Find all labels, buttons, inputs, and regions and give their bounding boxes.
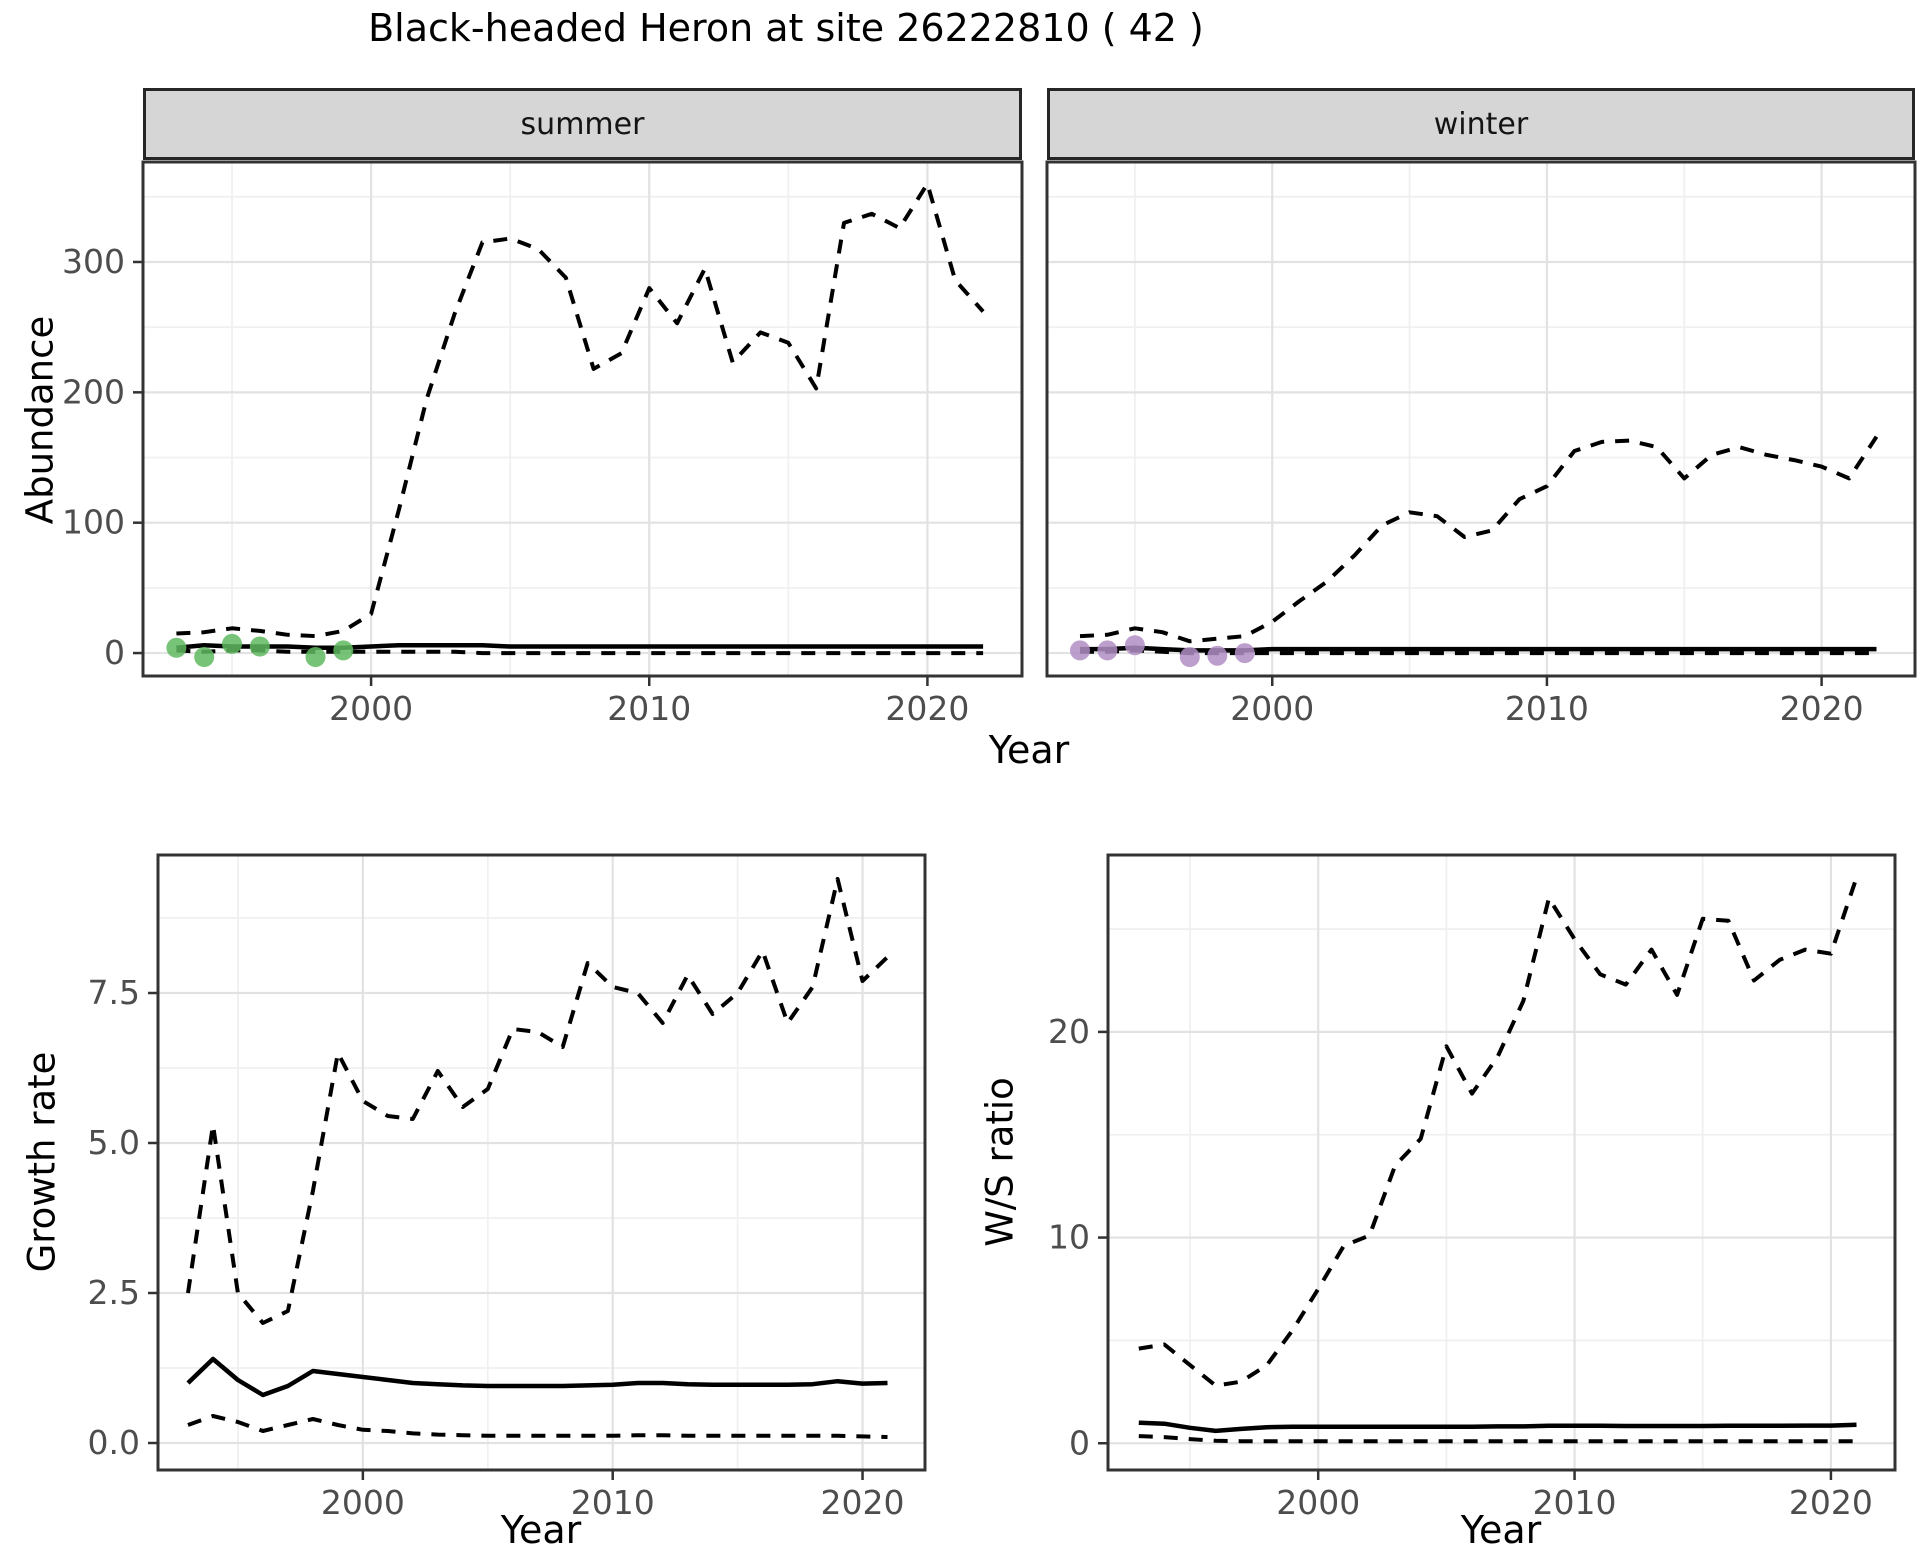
panel-border bbox=[1106, 853, 1897, 1472]
y-tick-label: 300 bbox=[62, 242, 125, 281]
x-tick-label: 2010 bbox=[1505, 689, 1589, 728]
panel-growth: 2000 2010 2020 0.0 2.5 5.0 7.5 bbox=[88, 853, 927, 1522]
x-tick-label: 2000 bbox=[1230, 689, 1314, 728]
y-tick-label: 0 bbox=[104, 633, 125, 672]
y-axis-title-growth-rate: Growth rate bbox=[20, 1051, 64, 1273]
x-tick-label: 2000 bbox=[1276, 1483, 1360, 1522]
series-upper-ci bbox=[186, 877, 889, 1325]
observed-point bbox=[333, 640, 354, 661]
observed-point bbox=[194, 647, 215, 667]
observed-point bbox=[305, 647, 326, 667]
series-upper-ci bbox=[1138, 876, 1859, 1388]
series-median bbox=[1080, 645, 1877, 653]
panel-bg bbox=[1108, 855, 1895, 1470]
y-tick-label: 20 bbox=[1048, 1012, 1090, 1051]
panel-bg bbox=[143, 162, 1022, 676]
y-axis-title-abundance: Abundance bbox=[18, 315, 62, 525]
y-tick-label: 7.5 bbox=[88, 973, 140, 1012]
y-tick-label: 2.5 bbox=[88, 1273, 140, 1312]
panel-border bbox=[1045, 160, 1917, 678]
observed-point bbox=[222, 633, 242, 654]
observed-point bbox=[1070, 640, 1090, 661]
x-axis-title-year-top: Year bbox=[988, 728, 1070, 772]
x-tick-label: 2000 bbox=[321, 1483, 405, 1522]
facet-strip-winter: winter bbox=[1047, 88, 1915, 160]
panel-summer: 2000 2010 2020 0 100 200 300 bbox=[62, 160, 1024, 728]
series-group bbox=[1070, 435, 1879, 667]
x-tick-label: 2020 bbox=[885, 689, 969, 728]
observed-point bbox=[1179, 647, 1200, 667]
facet-strip-summer-label: summer bbox=[520, 106, 645, 142]
y-tick-label: 200 bbox=[62, 372, 125, 411]
y-tick-label: 100 bbox=[62, 503, 125, 542]
panel-ws: 2000 2010 2020 0 10 20 bbox=[1048, 853, 1897, 1522]
series-upper-ci bbox=[176, 181, 985, 639]
x-tick-label: 2020 bbox=[1780, 689, 1864, 728]
panel-bg bbox=[158, 855, 925, 1470]
series-median bbox=[1138, 1420, 1857, 1434]
observed-point bbox=[1207, 645, 1228, 666]
x-tick-label: 2020 bbox=[1789, 1483, 1873, 1522]
y-tick-label: 0.0 bbox=[88, 1423, 140, 1462]
x-tick-label: 2010 bbox=[571, 1483, 655, 1522]
y-axis-title-ws-ratio: W/S ratio bbox=[978, 1077, 1022, 1247]
facet-strip-summer: summer bbox=[143, 88, 1022, 160]
y-tick-label: 10 bbox=[1048, 1218, 1090, 1257]
observed-point bbox=[1097, 640, 1118, 661]
facet-strip-winter-label: winter bbox=[1433, 106, 1529, 142]
chart-title: Black-headed Heron at site 26222810 ( 42… bbox=[368, 6, 1204, 50]
series-lower-ci bbox=[187, 1414, 888, 1439]
series-median bbox=[186, 1356, 888, 1398]
observed-point bbox=[166, 637, 187, 658]
series-median bbox=[176, 642, 984, 651]
observed-point bbox=[1124, 635, 1145, 656]
y-tick-label: 0 bbox=[1069, 1423, 1090, 1462]
panel-border bbox=[141, 160, 1024, 678]
panel-bg bbox=[1047, 162, 1915, 676]
series-group bbox=[186, 877, 889, 1439]
series-group bbox=[166, 181, 985, 667]
x-tick-label: 2010 bbox=[1533, 1483, 1617, 1522]
y-tick-label: 5.0 bbox=[88, 1123, 140, 1162]
series-upper-ci bbox=[1079, 435, 1879, 644]
x-tick-label: 2000 bbox=[329, 689, 413, 728]
panel-border bbox=[156, 853, 927, 1472]
panel-winter: 2000 2010 2020 bbox=[1045, 160, 1917, 728]
series-group bbox=[1138, 876, 1859, 1444]
x-axis-title-year-growth: Year bbox=[500, 1508, 582, 1552]
x-tick-label: 2010 bbox=[607, 689, 691, 728]
series-lower-ci bbox=[1138, 1434, 1857, 1444]
observed-point bbox=[1234, 643, 1255, 664]
x-tick-label: 2020 bbox=[821, 1483, 905, 1522]
x-axis-title-year-ws: Year bbox=[1460, 1508, 1542, 1552]
observed-point bbox=[249, 636, 270, 657]
